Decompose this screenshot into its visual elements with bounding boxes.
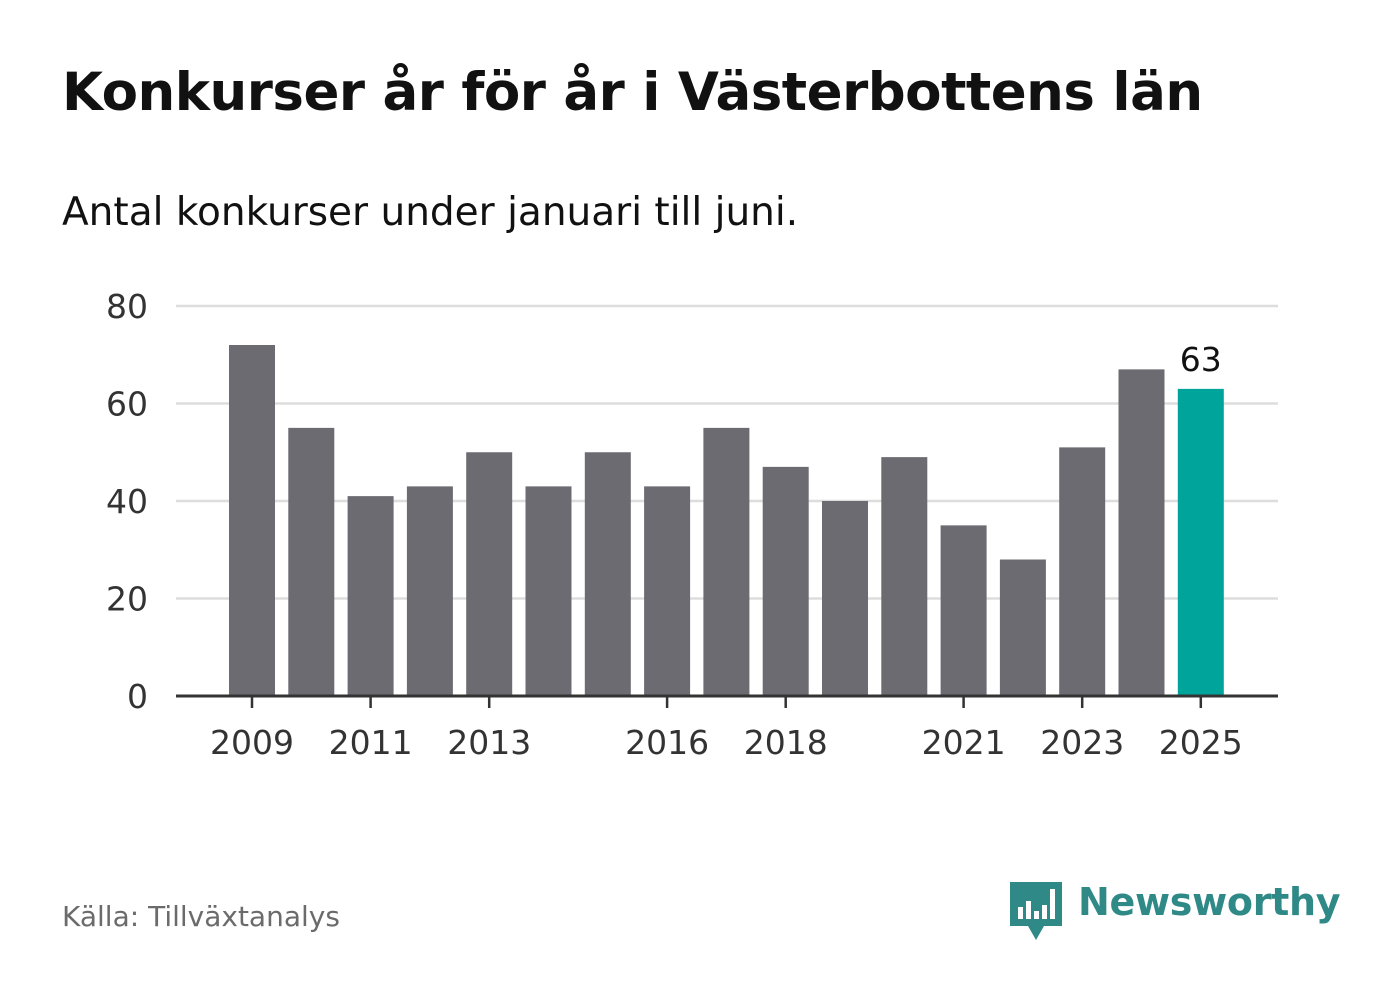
bar-2010 xyxy=(288,427,335,696)
bar-chart-speech-bubble-icon xyxy=(1010,882,1062,940)
data-label-2025: 63 xyxy=(1180,340,1222,379)
source-note: Källa: Tillväxtanalys xyxy=(62,900,340,933)
x-tick-label-2023: 2023 xyxy=(1040,723,1124,762)
bar-2012 xyxy=(406,486,453,696)
bar-2011 xyxy=(347,496,394,696)
bar-2018 xyxy=(762,466,809,696)
bar-2019 xyxy=(822,501,868,696)
x-tick-label-2016: 2016 xyxy=(625,723,709,762)
x-tick-label-2018: 2018 xyxy=(744,723,828,762)
data-labels: 63 xyxy=(1180,340,1222,379)
bars xyxy=(229,345,1224,696)
y-tick-label-80: 80 xyxy=(106,287,148,326)
bar-2013 xyxy=(466,452,513,696)
x-tick-label-2013: 2013 xyxy=(447,723,531,762)
bar-2025 xyxy=(1177,388,1224,696)
bar-2022 xyxy=(999,559,1046,696)
bar-2015 xyxy=(584,452,631,696)
x-axis-ticks: 2009 2011 2013 2016 2018 2021 2023 2025 xyxy=(210,696,1243,762)
bar-2009 xyxy=(229,345,275,696)
page-title: Konkurser år för år i Västerbottens län xyxy=(62,62,1203,123)
brand-logo: Newsworthy xyxy=(1010,876,1341,942)
x-tick-label-2021: 2021 xyxy=(922,723,1006,762)
x-tick-label-2011: 2011 xyxy=(329,723,413,762)
bar-2016 xyxy=(644,486,691,696)
y-tick-label-0: 0 xyxy=(127,677,148,716)
bar-2023 xyxy=(1059,447,1106,696)
bar-2024 xyxy=(1118,369,1165,696)
bar-2017 xyxy=(703,427,750,696)
y-tick-label-20: 20 xyxy=(106,580,148,619)
x-tick-label-2009: 2009 xyxy=(210,723,294,762)
y-axis-ticks: 0 20 40 60 80 xyxy=(106,287,148,716)
y-tick-label-40: 40 xyxy=(106,482,148,521)
y-tick-label-60: 60 xyxy=(106,385,148,424)
bar-2020 xyxy=(881,457,928,696)
bar-2014 xyxy=(525,486,572,696)
page-subtitle: Antal konkurser under januari till juni. xyxy=(62,190,799,235)
x-tick-label-2025: 2025 xyxy=(1159,723,1243,762)
bar-2021 xyxy=(940,525,987,696)
brand-name: Newsworthy xyxy=(1078,880,1341,924)
